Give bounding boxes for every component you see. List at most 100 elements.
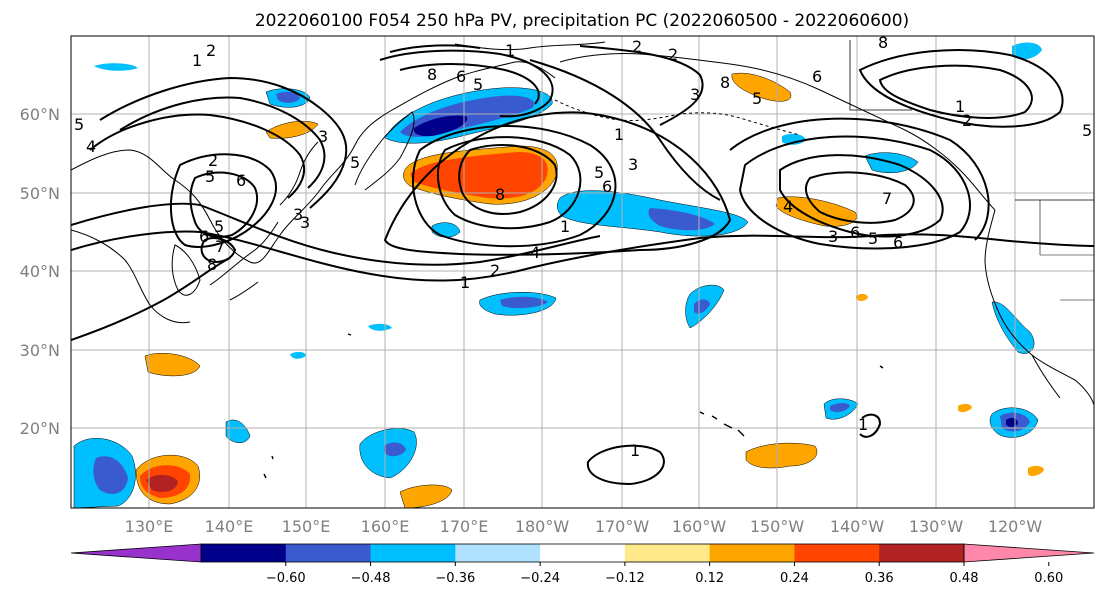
colorbar-segment	[879, 544, 965, 562]
contour-label: 2	[668, 45, 678, 64]
colorbar-tick-label: −0.12	[605, 571, 645, 586]
contour-label: 8	[878, 33, 888, 52]
lon-label: 140°W	[830, 517, 885, 536]
colorbar-tick-label: 0.60	[1034, 571, 1063, 586]
lat-label: 20°N	[20, 419, 60, 438]
contour-label: 5	[1082, 121, 1092, 140]
pv-contour-4	[89, 113, 306, 199]
contour-label: 8	[720, 73, 730, 92]
contour-label: 1	[505, 41, 515, 60]
contour-label: 7	[215, 237, 225, 256]
contour-label: 5	[205, 167, 215, 186]
colorbar-segment	[709, 544, 795, 562]
pv-contour-1	[529, 59, 721, 201]
contour-label: 1	[858, 415, 868, 434]
pv-contour-3	[119, 96, 326, 189]
asia-coastline	[71, 229, 191, 324]
precip-blob-negative	[500, 296, 548, 309]
contour-label: 3	[690, 85, 700, 104]
lat-label: 60°N	[20, 105, 60, 124]
lon-label: 170°E	[440, 517, 489, 536]
pv-contour-1	[858, 49, 1064, 128]
contour-label: 1	[614, 125, 624, 144]
baja-coastline	[1031, 354, 1061, 399]
colorbar-tick-label: 0.24	[780, 571, 809, 586]
precip-blob-negative	[648, 208, 715, 231]
precip-blob-positive	[856, 293, 868, 301]
lon-label: 150°E	[282, 517, 331, 536]
contour-label: 2	[206, 41, 216, 60]
alaska-coastline	[559, 52, 996, 211]
lat-label: 40°N	[20, 262, 60, 281]
pv-contour-3	[729, 117, 990, 241]
coastlines	[71, 40, 1094, 479]
lon-label: 130°E	[125, 517, 174, 536]
contour-label: 5	[868, 229, 878, 248]
contour-label: 5	[74, 115, 84, 134]
alaska-border	[849, 40, 912, 111]
contour-label: 6	[812, 67, 822, 86]
pv-contour-6	[779, 154, 944, 238]
colorbar-tick-label: 0.48	[950, 571, 979, 586]
pacific-islands	[263, 333, 884, 479]
pv-contour-7	[804, 171, 915, 224]
precip-blob-positive	[745, 442, 818, 469]
pv-contour-1	[71, 257, 231, 341]
precip-blob-positive	[410, 152, 548, 199]
graticule	[71, 36, 1094, 508]
contour-label: 6	[199, 227, 209, 246]
contour-label: 8	[427, 65, 437, 84]
lon-label: 160°W	[672, 517, 727, 536]
colorbar-segment	[540, 544, 626, 562]
precip-blob-positive	[146, 474, 178, 492]
precip-blob-positive	[1028, 465, 1044, 477]
contour-label: 7	[882, 189, 892, 208]
contour-label: 6	[456, 67, 466, 86]
colorbar-segment	[455, 544, 541, 562]
hawaii-islands	[699, 411, 745, 437]
contour-label: 3	[828, 227, 838, 246]
contour-label: 5	[594, 163, 604, 182]
us-state-borders	[1039, 200, 1094, 301]
precip-blob-negative	[290, 351, 306, 359]
contour-label: 3	[293, 205, 303, 224]
longitude-labels: 130°E 140°E 150°E 160°E 170°E 180°W 170°…	[125, 517, 1043, 536]
contour-label: 4	[783, 197, 793, 216]
contour-label: 2	[632, 37, 642, 56]
precip-blob-positive	[144, 353, 201, 377]
lon-label: 130°W	[909, 517, 964, 536]
contour-label: 2	[208, 151, 218, 170]
contour-label: 8	[207, 255, 217, 274]
precip-blob-negative	[830, 403, 850, 413]
lon-label: 140°E	[205, 517, 254, 536]
lat-label: 30°N	[20, 341, 60, 360]
colorbar-tick-label: −0.60	[266, 571, 306, 586]
pv-contour-5	[379, 49, 554, 118]
precipitation-shading	[73, 42, 1044, 508]
latitude-labels: 60°N 50°N 40°N 30°N 20°N	[20, 105, 60, 438]
precip-blob-negative	[413, 115, 468, 137]
asia-coastline	[71, 61, 556, 264]
contour-label: 2	[490, 261, 500, 280]
pv-contour-5	[738, 135, 971, 250]
pv-contour-2	[99, 76, 348, 209]
contour-label: 1	[955, 97, 965, 116]
precip-blob-negative	[93, 456, 128, 494]
precip-blob-negative	[782, 133, 806, 145]
contour-label: 3	[628, 155, 638, 174]
contour-label: 8	[495, 185, 505, 204]
contour-label: 6	[893, 233, 903, 252]
pv-contour-8	[389, 44, 481, 53]
pv-contour-8	[458, 144, 558, 215]
contour-label: 5	[752, 89, 762, 108]
pv-contour-5	[169, 153, 277, 248]
contour-label: 3	[300, 213, 310, 232]
colorbar-segment	[370, 544, 456, 562]
pv-contour-6	[189, 171, 258, 238]
contour-label: 5	[350, 153, 360, 172]
lon-label: 180°W	[515, 517, 570, 536]
contour-label: 1	[630, 441, 640, 460]
colorbar-tick-label: −0.24	[520, 571, 560, 586]
contour-label: 6	[236, 171, 246, 190]
